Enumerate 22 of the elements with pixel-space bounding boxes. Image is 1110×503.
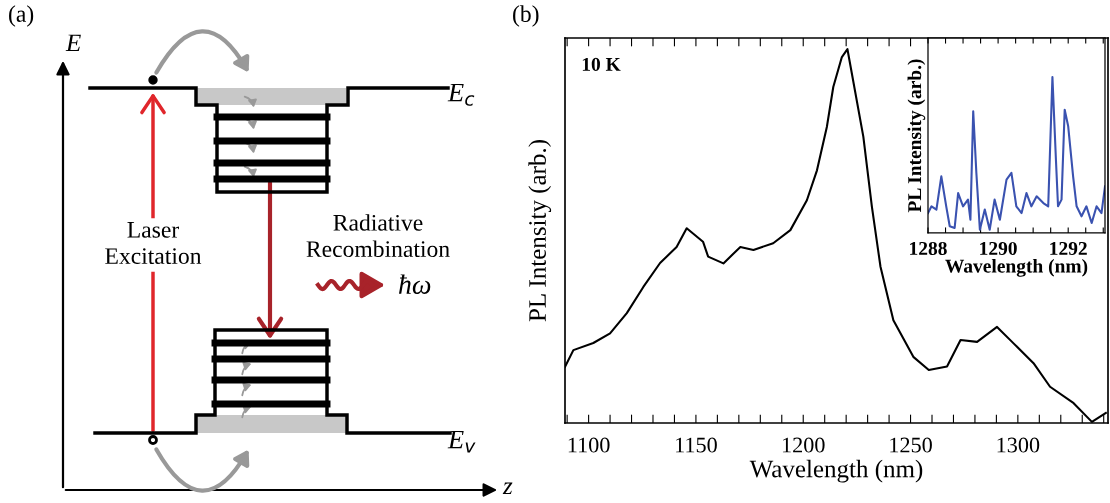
x-axis-title: Wavelength (nm): [945, 258, 1088, 277]
x-tick-label: 1150: [676, 437, 717, 453]
x-tick-label: 1292: [1050, 241, 1087, 256]
y-axis-title: PL Intensity (arb.): [528, 140, 552, 322]
x-tick-label: 1290: [980, 241, 1017, 256]
text: ħω: [399, 274, 431, 294]
x-tick-label: 1200: [782, 437, 825, 453]
x-tick-label: 1250: [890, 437, 932, 453]
x-axis-title: Wavelength (nm): [749, 459, 923, 483]
text: E$_{c}$: [447, 83, 475, 106]
text: E: [65, 34, 81, 52]
text: Laser Excitation: [105, 222, 202, 265]
chart-title: (b): [513, 5, 539, 27]
x-tick-label: 1100: [568, 437, 610, 453]
y-axis-title: PL Intensity (arb.): [907, 59, 926, 213]
text: E$_{v}$: [447, 430, 476, 453]
text: (a): [9, 5, 34, 27]
x-tick-label: 1288: [910, 241, 947, 256]
text: z: [502, 482, 513, 495]
x-tick-label: 1300: [997, 437, 1040, 453]
text: Radiative Recombination: [306, 214, 450, 258]
annotation: 10 K: [582, 57, 621, 71]
